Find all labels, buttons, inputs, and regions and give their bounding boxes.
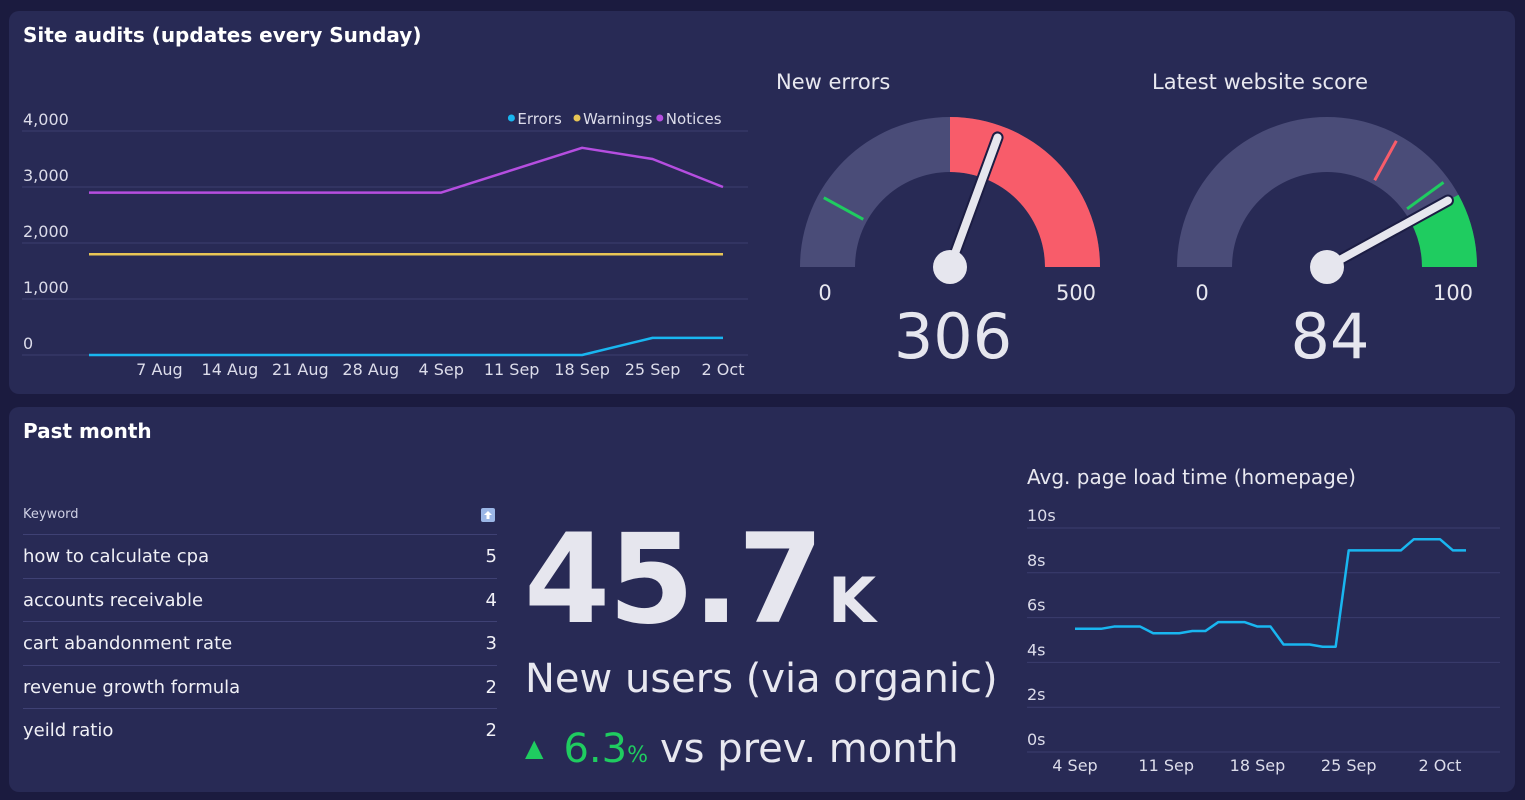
gauge-hub [1310, 250, 1344, 284]
triangle-up-icon: ▲ [525, 734, 544, 762]
y-tick-label: 0s [1027, 730, 1046, 749]
load-time-line [1075, 537, 1466, 648]
y-tick-label: 2s [1027, 685, 1046, 704]
delta-text: vs prev. month [660, 726, 959, 772]
y-tick-label: 6s [1027, 596, 1046, 615]
x-tick-label: 25 Sep [1321, 756, 1377, 775]
keyword-text: cart abandonment rate [23, 633, 233, 654]
past-month-title: Past month [23, 419, 152, 443]
gauge-max-label: 500 [1056, 281, 1096, 305]
y-tick-label: 0 [23, 334, 33, 353]
x-tick-label: 25 Sep [625, 360, 681, 379]
x-tick-label: 4 Sep [1052, 756, 1097, 775]
y-tick-label: 3,000 [23, 166, 69, 185]
y-tick-label: 2,000 [23, 222, 69, 241]
keyword-text: yeild ratio [23, 720, 114, 741]
keyword-row[interactable]: how to calculate cpa 5 [23, 534, 497, 578]
legend-marker [656, 114, 664, 122]
keyword-text: how to calculate cpa [23, 546, 210, 567]
gauge-threshold-tick [823, 196, 864, 221]
gauge-min-label: 0 [1195, 281, 1208, 305]
y-tick-label: 4s [1027, 640, 1046, 659]
legend-label: Notices [666, 110, 722, 128]
keyword-table-header: Keyword [23, 507, 497, 533]
new-users-label: New users (via organic) [525, 656, 998, 702]
legend-marker [507, 114, 515, 122]
x-tick-label: 7 Aug [136, 360, 183, 379]
gauge-hub [933, 250, 967, 284]
gauge-threshold-tick [1373, 140, 1398, 181]
keyword-count: 5 [485, 546, 497, 567]
gauge-min-label: 0 [818, 281, 831, 305]
keyword-row[interactable]: yeild ratio 2 [23, 708, 497, 752]
keyword-text: revenue growth formula [23, 676, 241, 698]
x-tick-label: 18 Sep [1230, 756, 1286, 775]
keyword-row[interactable]: cart abandonment rate 3 [23, 621, 497, 665]
gauge-threshold-tick [1406, 181, 1445, 211]
sort-arrow-up-icon[interactable] [481, 508, 495, 522]
x-tick-label: 14 Aug [202, 360, 259, 379]
x-tick-label: 2 Oct [702, 360, 745, 379]
new-users-number: 45.7 [524, 508, 824, 652]
keyword-column-header[interactable]: Keyword [23, 507, 79, 522]
y-tick-label: 10s [1027, 506, 1056, 525]
series-line-errors [89, 336, 723, 357]
keyword-count: 4 [485, 589, 497, 611]
x-tick-label: 28 Aug [342, 360, 399, 379]
x-tick-label: 11 Sep [484, 360, 540, 379]
keyword-row[interactable]: revenue growth formula 2 [23, 664, 497, 709]
gauge-needle [946, 133, 1002, 271]
new-users-value: 45.7K [524, 518, 876, 642]
load-time-title: Avg. page load time (homepage) [1027, 465, 1356, 489]
keyword-count: 2 [485, 676, 497, 698]
delta-unit: % [627, 743, 648, 768]
gauge-needle [1323, 196, 1452, 271]
x-tick-label: 21 Aug [272, 360, 329, 379]
new-users-delta: ▲ 6.3 % vs prev. month [525, 726, 959, 772]
keyword-text: accounts receivable [23, 589, 204, 611]
legend-label: Errors [517, 110, 562, 128]
keyword-count: 2 [485, 720, 497, 741]
gauge-value: 84 [1291, 300, 1370, 373]
series-line-notices [89, 146, 724, 194]
gauge-value: 306 [894, 300, 1012, 373]
x-tick-label: 11 Sep [1138, 756, 1194, 775]
y-tick-label: 1,000 [23, 278, 69, 297]
gauge-title: Latest website score [1152, 70, 1368, 94]
past-month-panel: Past month [9, 407, 1515, 792]
legend-marker [573, 114, 581, 122]
keyword-row[interactable]: accounts receivable 4 [23, 577, 497, 622]
legend-label: Warnings [583, 110, 653, 128]
gauges: New errors 0 500 306 Latest website score 0 10… [776, 70, 1477, 373]
delta-value: 6.3 [563, 726, 628, 772]
x-tick-label: 18 Sep [554, 360, 610, 379]
new-users-suffix: K [827, 564, 876, 637]
site-audits-chart: 0 1,000 2,000 3,000 4,000 7 Aug 14 Aug 21 Aug 28… [22, 110, 748, 379]
site-audits-title: Site audits (updates every Sunday) [23, 23, 422, 47]
keyword-count: 3 [485, 633, 497, 654]
gauge-max-label: 100 [1433, 281, 1473, 305]
gauge-title: New errors [776, 70, 890, 94]
x-tick-label: 2 Oct [1418, 756, 1461, 775]
y-tick-label: 8s [1027, 551, 1046, 570]
gauge-track [1177, 117, 1477, 267]
y-tick-label: 4,000 [23, 110, 69, 129]
load-time-chart: Avg. page load time (homepage) 0s 2s 4s 6s 8s… [1027, 465, 1500, 775]
site-audits-panel: Site audits (updates every Sunday) [9, 11, 1515, 394]
x-tick-label: 4 Sep [419, 360, 464, 379]
